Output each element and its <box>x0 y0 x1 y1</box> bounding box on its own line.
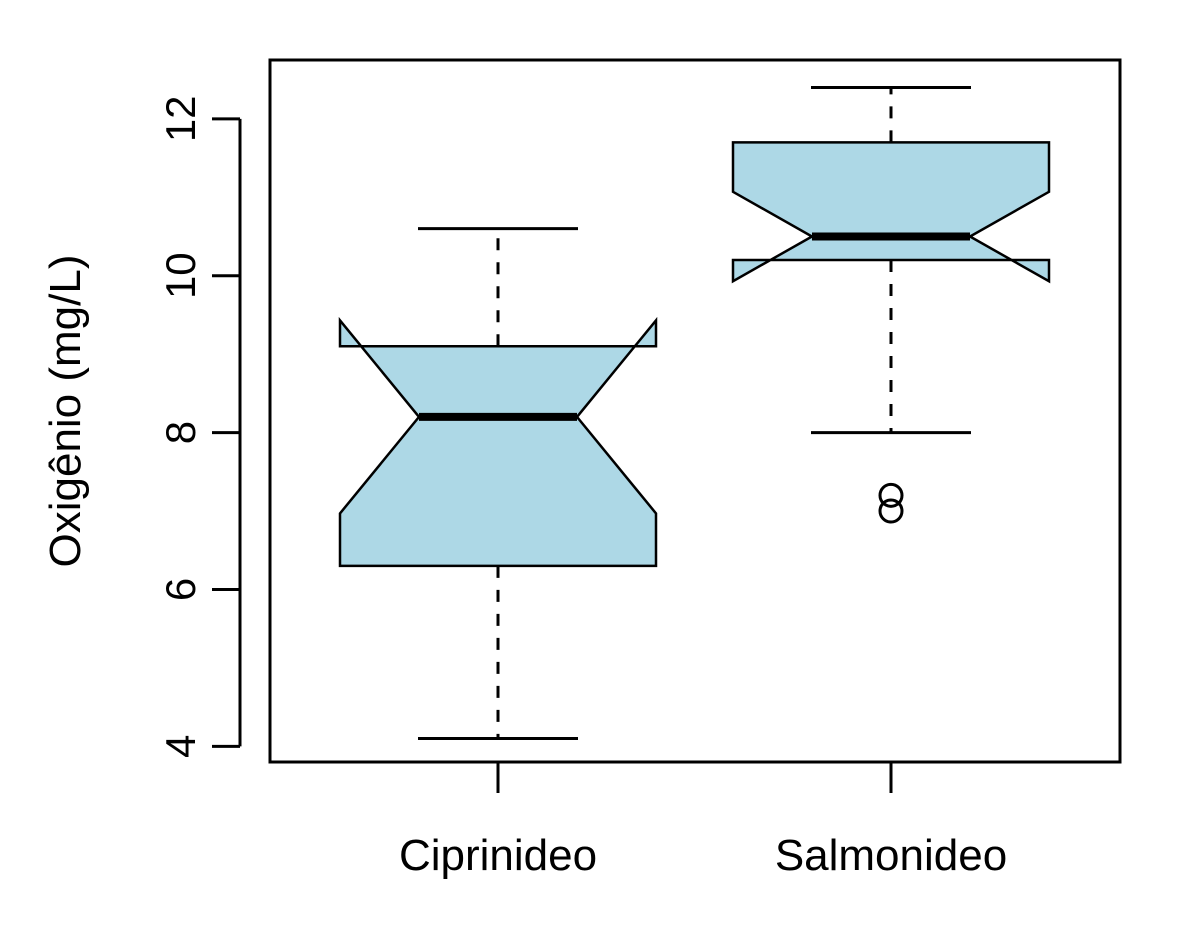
y-tick-label: 12 <box>157 95 204 142</box>
y-tick-label: 4 <box>157 735 204 758</box>
x-tick-label: Ciprinideo <box>399 831 597 880</box>
outlier-point <box>878 482 904 508</box>
y-tick-label: 8 <box>157 421 204 444</box>
y-axis: 4 6 8 10 12 <box>157 95 242 758</box>
box-salmonideo <box>731 85 1051 524</box>
notched-box <box>731 141 1051 284</box>
box-ciprinideo <box>338 227 658 740</box>
y-axis-title: Oxigênio (mg/L) <box>41 254 90 567</box>
y-tick-label: 6 <box>157 578 204 601</box>
boxes-group <box>338 85 1051 740</box>
y-tick-label: 10 <box>157 252 204 299</box>
x-tick-label: Salmonideo <box>775 831 1007 880</box>
x-axis: Ciprinideo Salmonideo <box>399 762 1007 880</box>
outlier-point <box>878 498 904 524</box>
notched-box <box>338 316 658 568</box>
plot-frame <box>268 58 1122 764</box>
